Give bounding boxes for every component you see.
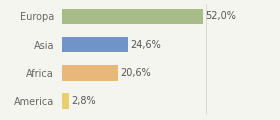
Text: 52,0%: 52,0% [205, 11, 236, 21]
Bar [62, 9, 203, 24]
Text: 2,8%: 2,8% [71, 96, 96, 106]
Text: 24,6%: 24,6% [131, 40, 161, 50]
Bar [62, 37, 129, 52]
Bar [62, 65, 118, 81]
Bar [62, 93, 69, 109]
Text: 20,6%: 20,6% [120, 68, 151, 78]
